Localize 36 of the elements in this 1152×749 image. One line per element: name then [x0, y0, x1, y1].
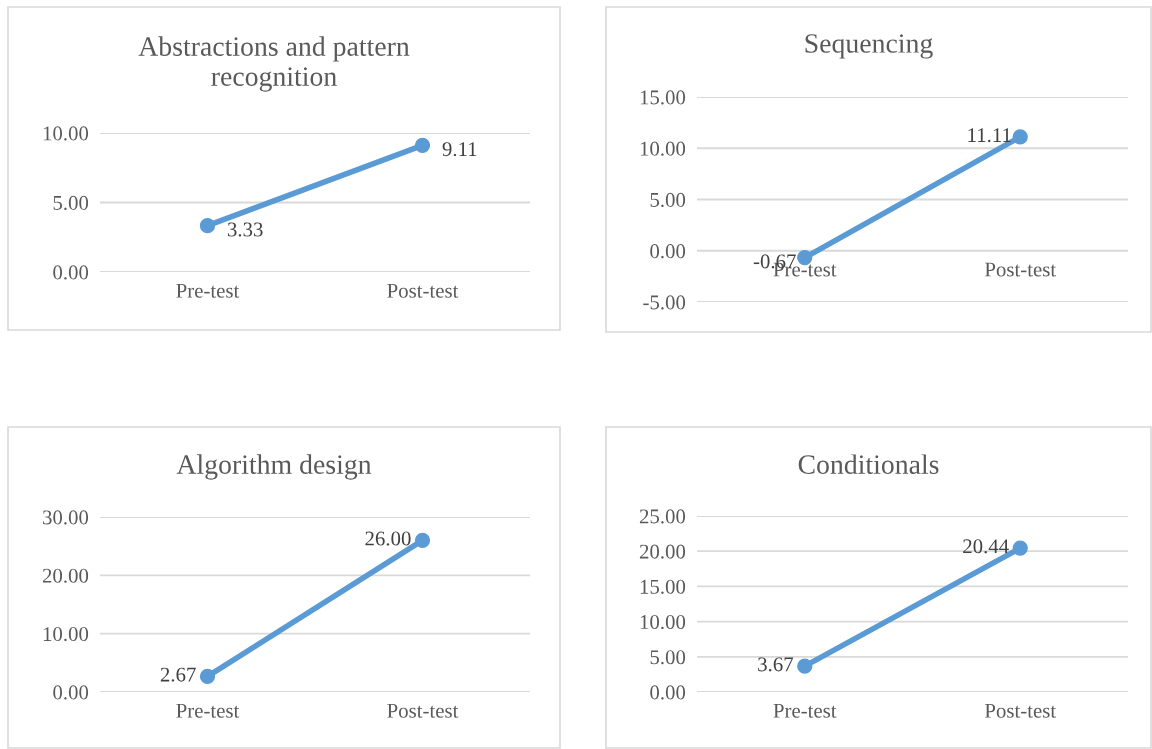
x-tick-label: Post-test	[387, 283, 459, 298]
y-tick-label: 0.00	[650, 685, 686, 700]
data-label: 11.11	[968, 128, 1011, 143]
y-tick-label: 5.00	[650, 650, 686, 665]
y-tick-label: 5.00	[650, 192, 686, 208]
y-tick-label: 30.00	[43, 510, 89, 525]
y-tick-label: 10.00	[43, 126, 89, 141]
x-tick-label: Post-test	[984, 703, 1057, 718]
chart-title: Abstractions and pattern recognition	[138, 36, 410, 92]
chart-title: Algorithm design	[176, 454, 372, 480]
y-tick-label: 15.00	[640, 90, 686, 105]
data-label: 2.67	[160, 667, 196, 682]
data-label: 20.44	[963, 539, 1009, 554]
y-tick-label: 10.00	[640, 141, 686, 156]
y-tick-label: 20.00	[639, 544, 686, 559]
y-tick-label: 0.00	[53, 265, 89, 280]
data-label: 9.11	[442, 142, 477, 157]
y-tick-label: 20.00	[42, 568, 89, 583]
y-tick-label: 25.00	[639, 509, 686, 524]
data-label: 3.67	[758, 657, 794, 672]
x-tick-label: Pre-test	[176, 283, 240, 298]
y-tick-label: 10.00	[43, 627, 89, 642]
y-tick-label: 10.00	[640, 614, 686, 630]
x-tick-label: Pre-test	[773, 703, 837, 718]
y-tick-label: 15.00	[640, 579, 686, 594]
y-tick-label: 0.00	[53, 685, 89, 700]
data-label: 26.00	[365, 531, 411, 546]
x-tick-label: Post-test	[984, 262, 1057, 277]
chart-title: Conditionals	[798, 454, 939, 474]
y-tick-label: -5.00	[643, 295, 686, 310]
chart-title: Sequencing	[805, 34, 933, 59]
y-tick-label: 0.00	[650, 244, 686, 259]
x-tick-label: Post-test	[387, 703, 459, 718]
y-tick-label: 5.00	[53, 195, 89, 211]
x-tick-label: Pre-test	[176, 703, 240, 718]
data-label: 3.33	[227, 222, 263, 237]
